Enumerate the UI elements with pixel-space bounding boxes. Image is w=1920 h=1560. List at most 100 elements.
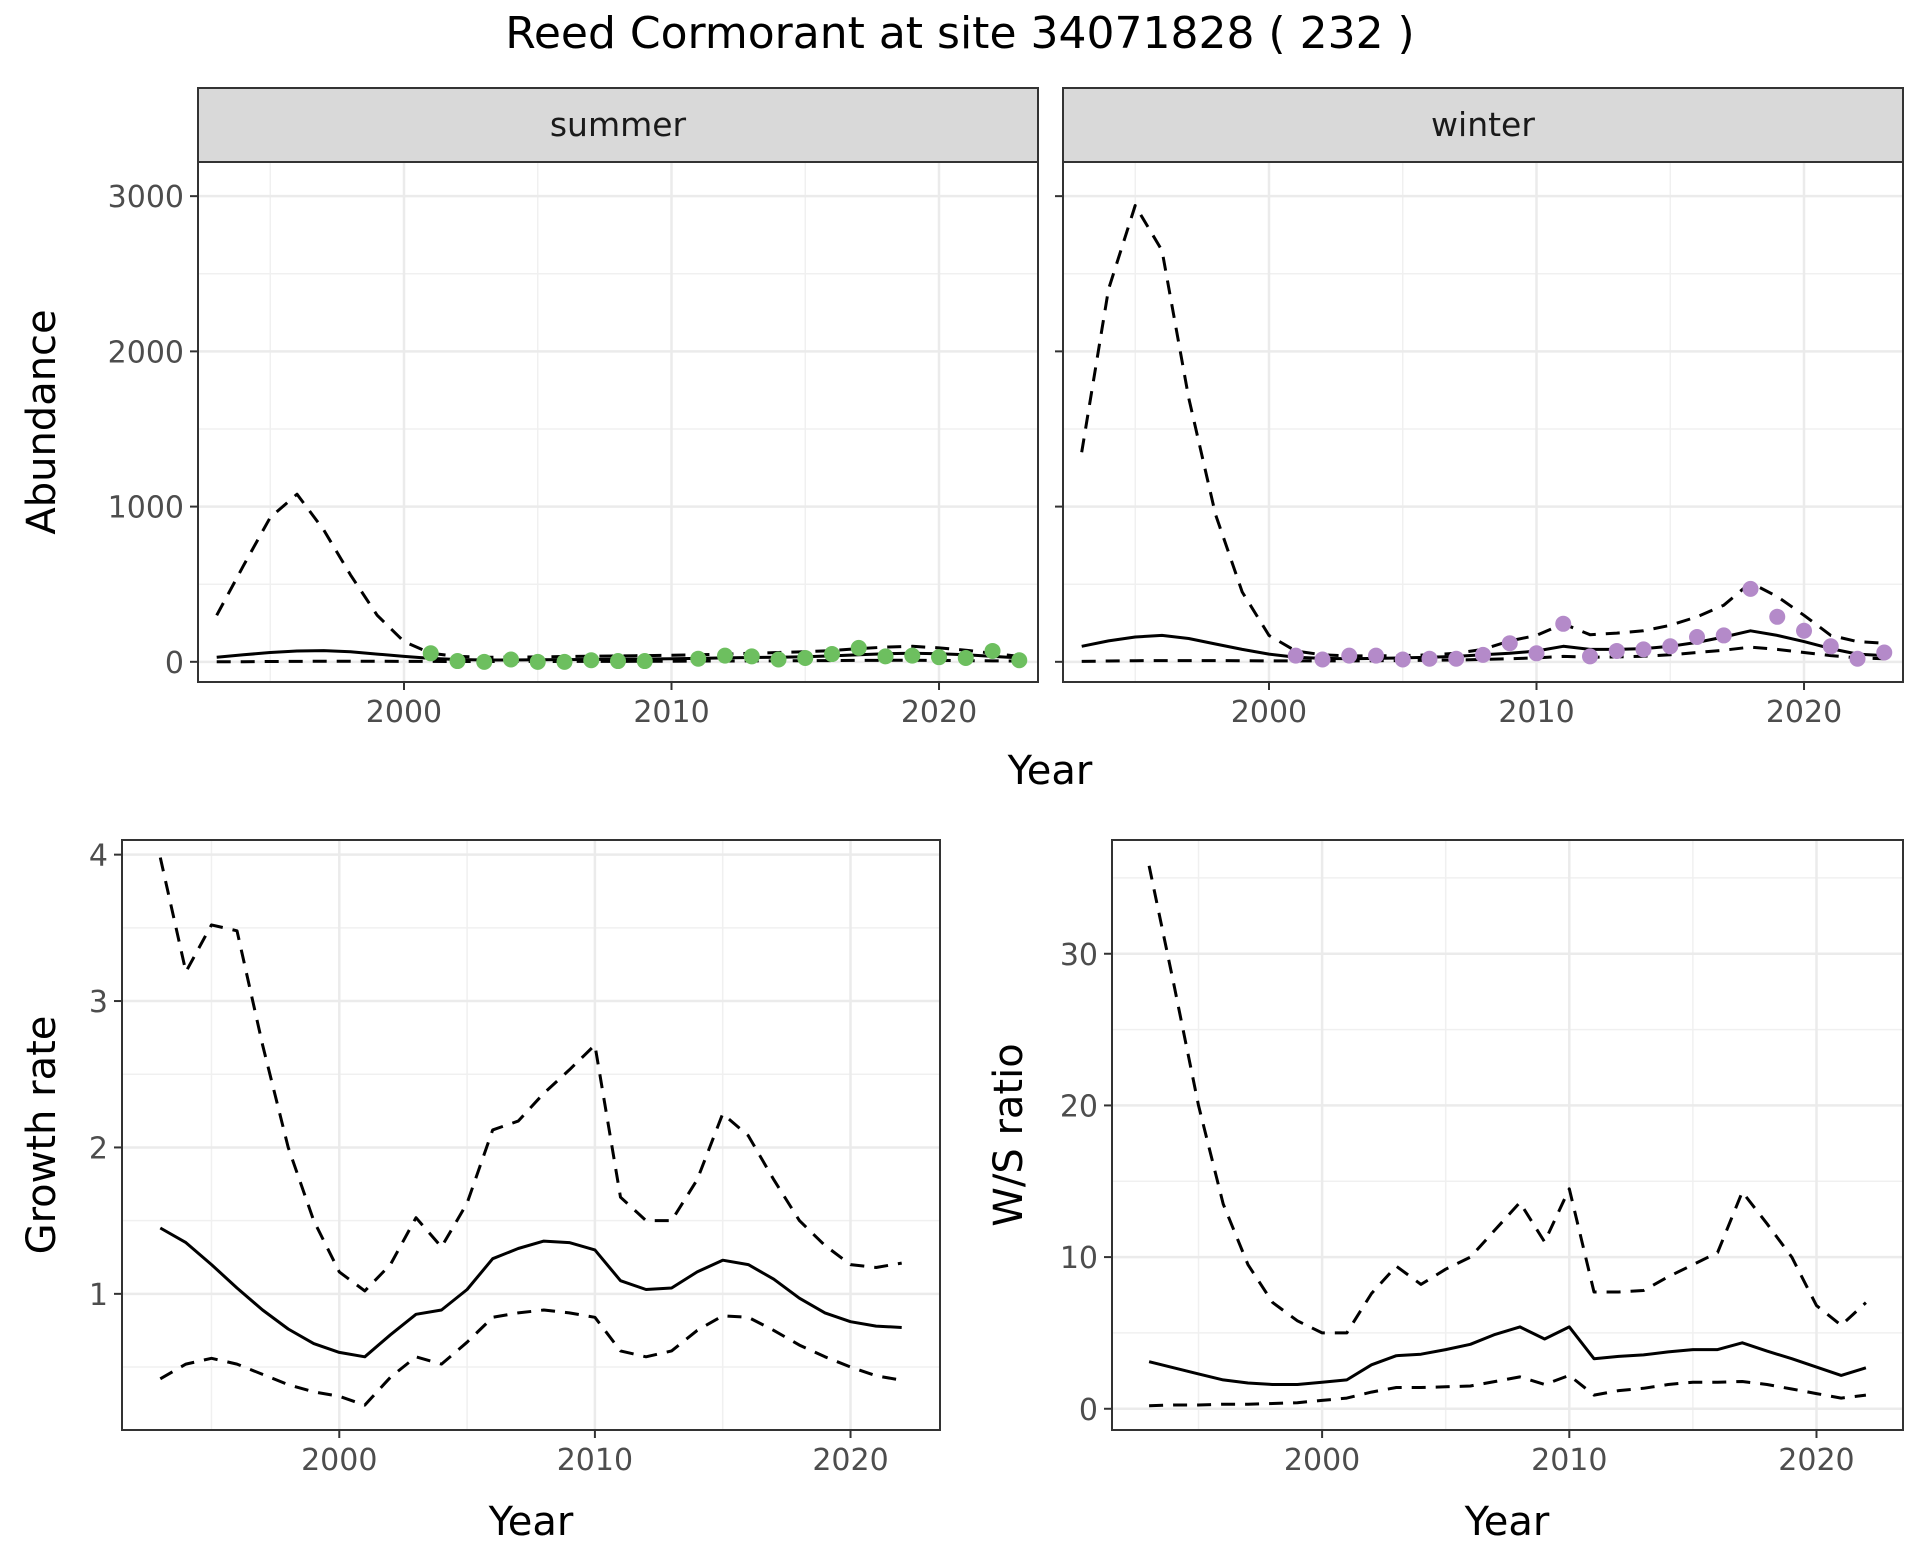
plot-area — [1147, 865, 1867, 1408]
data-point-counts — [743, 648, 760, 665]
data-point-counts — [610, 653, 626, 670]
y-tick-label: 4 — [89, 839, 108, 874]
data-point-counts — [957, 649, 974, 666]
data-point-counts — [1475, 646, 1491, 663]
data-point-counts — [690, 650, 707, 667]
y-tick-label: 3 — [89, 985, 108, 1020]
x-tick-label: 2000 — [366, 695, 442, 730]
series-line-mean — [159, 1226, 902, 1359]
series-line-upper — [158, 857, 902, 1293]
data-point-counts — [1876, 644, 1893, 661]
data-point-counts — [1287, 647, 1304, 664]
strip-box — [197, 87, 1039, 163]
data-point-counts — [797, 649, 814, 666]
data-point-counts — [529, 653, 546, 670]
series-line-mean — [1148, 1325, 1867, 1386]
series-line-upper — [1147, 865, 1867, 1335]
data-point-counts — [1822, 638, 1839, 655]
data-point-counts — [1796, 622, 1813, 639]
data-point-counts — [931, 649, 948, 666]
strip-label: summer — [550, 105, 687, 144]
x-axis-title-top: Year — [1007, 748, 1093, 794]
series-line-lower — [159, 1308, 902, 1407]
x-axis-title-ws: Year — [1464, 1499, 1550, 1545]
data-point-counts — [476, 653, 493, 670]
panel-ws_ratio: 2000 2010 2020 0 10 20 30 — [1060, 839, 1904, 1478]
data-point-counts — [1011, 652, 1028, 669]
data-point-counts — [1394, 651, 1411, 668]
data-point-counts — [1769, 608, 1786, 625]
series-line-upper — [215, 492, 1020, 659]
panel-border — [1062, 161, 1904, 683]
y-tick-label: 20 — [1060, 1089, 1098, 1124]
strip-label: winter — [1431, 105, 1535, 144]
figure-title: Reed Cormorant at site 34071828 ( 232 ) — [505, 8, 1414, 59]
data-point-counts — [1582, 648, 1599, 665]
panel-winter: winter 2000 2010 2020 — [1055, 87, 1904, 730]
x-axis-title-growth: Year — [488, 1499, 574, 1545]
data-point-counts — [1448, 650, 1465, 667]
y-tick-label: 3000 — [108, 180, 184, 215]
data-point-counts — [1608, 642, 1625, 659]
panel-border — [197, 161, 1039, 683]
series-line-lower — [1081, 645, 1885, 663]
y-tick-label: 0 — [1079, 1393, 1098, 1428]
x-tick-label: 2010 — [1531, 1443, 1607, 1478]
data-point-counts — [877, 648, 894, 665]
data-point-counts — [583, 652, 600, 669]
y-tick-label: 1000 — [108, 491, 184, 526]
data-point-counts — [1501, 635, 1518, 652]
x-tick-label: 2020 — [812, 1443, 888, 1478]
data-point-counts — [1635, 641, 1652, 658]
x-tick-label: 2020 — [1778, 1443, 1854, 1478]
y-axis-title-growth: Growth rate — [19, 1016, 65, 1255]
x-tick-label: 2020 — [901, 695, 977, 730]
data-point-counts — [636, 653, 653, 670]
data-point-counts — [1689, 628, 1706, 645]
y-tick-label: 0 — [165, 646, 184, 681]
data-point-counts — [1314, 651, 1331, 668]
data-point-counts — [824, 646, 841, 663]
data-point-counts — [1849, 650, 1866, 667]
data-point-counts — [556, 653, 573, 670]
data-point-counts — [1341, 647, 1358, 664]
data-point-counts — [1662, 638, 1679, 655]
data-point-counts — [449, 653, 466, 670]
series-line-lower — [1149, 1373, 1867, 1408]
x-tick-label: 2000 — [1231, 695, 1307, 730]
data-point-counts — [502, 651, 519, 668]
data-point-counts — [904, 647, 921, 664]
y-tick-label: 10 — [1060, 1241, 1098, 1276]
data-point-counts — [1528, 645, 1545, 662]
data-point-counts — [984, 642, 1001, 659]
data-point-counts — [770, 651, 787, 668]
plot-area — [1080, 204, 1893, 668]
x-tick-label: 2000 — [1284, 1443, 1360, 1478]
y-tick-label: 30 — [1060, 938, 1098, 973]
data-point-counts — [1742, 580, 1759, 597]
x-tick-label: 2010 — [557, 1443, 633, 1478]
data-point-counts — [717, 647, 734, 664]
data-point-counts — [1367, 647, 1384, 664]
data-point-counts — [1421, 650, 1438, 667]
panel-border — [121, 839, 941, 1431]
panel-growth: 2000 2010 2020 1 2 3 4 — [89, 839, 941, 1478]
y-axis-title-ws: W/S ratio — [986, 1043, 1032, 1226]
y-tick-label: 1 — [89, 1278, 108, 1313]
plot-area — [158, 857, 902, 1407]
data-point-counts — [1555, 615, 1572, 632]
plot-area — [215, 492, 1028, 670]
y-axis-title-abundance: Abundance — [19, 309, 65, 534]
y-tick-label: 2000 — [108, 335, 184, 370]
x-tick-label: 2010 — [1498, 695, 1574, 730]
y-tick-label: 2 — [89, 1131, 108, 1166]
data-point-counts — [850, 639, 867, 656]
x-tick-label: 2000 — [301, 1443, 377, 1478]
x-tick-label: 2020 — [1766, 695, 1842, 730]
strip-box — [1062, 87, 1904, 163]
panel-summer: summer 2000 2010 2020 0 1000 2000 3000 — [108, 87, 1039, 730]
data-point-counts — [422, 645, 439, 662]
data-point-counts — [1715, 627, 1732, 644]
